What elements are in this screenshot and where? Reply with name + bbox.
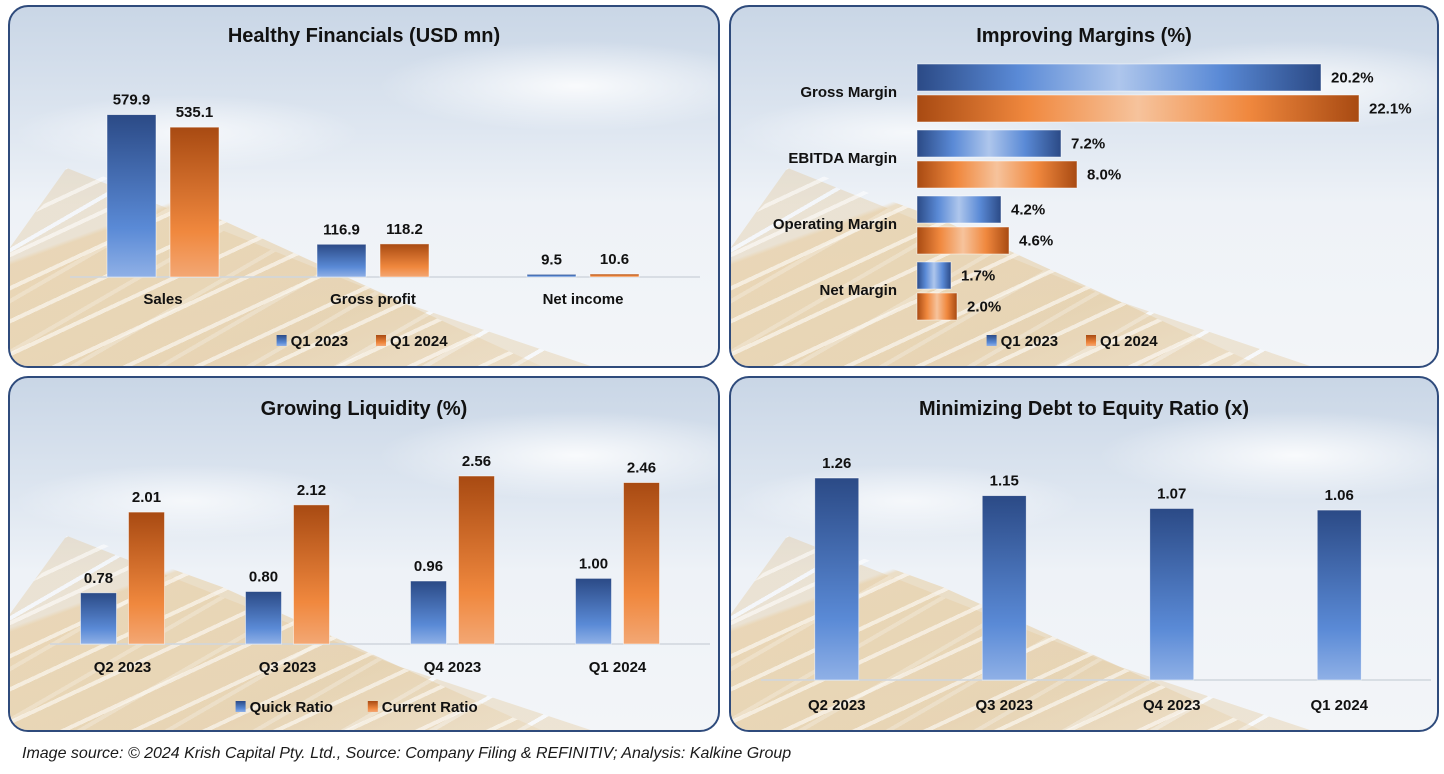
bar-current-ratio-q3-2023 [293,504,330,645]
bar-quick-ratio-q3-2023 [245,591,282,645]
data-label-q1-2024-ebitda-margin: 8.0% [1087,167,1121,184]
bar-q1-2023-net-margin [916,261,952,290]
chart-growing-liquidity: Growing Liquidity (%) Q2 2023 0.78 2.01 Q3 2… [50,398,710,716]
data-label-q1-2024-gross-profit: 118.2 [386,221,423,238]
bar-q1-2024-net-margin [916,292,958,321]
bar-debt-to-equity-q4-2023 [1149,508,1195,681]
x-tick-label-q2-2023: Q2 2023 [94,659,152,676]
x-tick-label-q2-2023: Q2 2023 [808,697,866,714]
y-tick-label-operating-margin: Operating Margin [773,216,897,233]
data-label-debt-to-equity-q1-2024: 1.06 [1325,487,1354,504]
legend-swatch-q1-2024 [376,335,386,346]
data-label-current-ratio-q3-2023: 2.12 [297,482,326,499]
bar-q1-2023-sales [106,114,157,278]
data-label-q1-2023-net-income: 9.5 [541,251,562,268]
chart-healthy-financials: Healthy Financials (USD mn) Sales 579.9 535… [70,25,700,350]
chart-title: Healthy Financials (USD mn) [228,25,500,47]
bar-q1-2023-ebitda-margin [916,129,1062,158]
bar-q1-2023-gross-profit [316,243,367,278]
data-label-q1-2023-ebitda-margin: 7.2% [1071,136,1105,153]
legend-label-current-ratio: Current Ratio [382,699,478,716]
bar-debt-to-equity-q3-2023 [981,495,1027,681]
data-label-quick-ratio-q1-2024: 1.00 [579,555,608,572]
bar-current-ratio-q2-2023 [128,511,165,645]
data-label-q1-2023-net-margin: 1.7% [961,268,995,285]
chart-debt-to-equity: Minimizing Debt to Equity Ratio (x) Q2 20… [761,398,1431,714]
panel-debt-to-equity: Minimizing Debt to Equity Ratio (x) Q2 20… [729,376,1439,732]
legend-swatch-q1-2024 [1086,335,1096,346]
bar-current-ratio-q1-2024 [623,482,660,645]
x-tick-label-sales: Sales [143,291,182,308]
data-label-q1-2024-net-income: 10.6 [600,251,629,268]
bar-q1-2023-net-income [526,273,577,278]
data-label-q1-2023-sales: 579.9 [113,92,151,109]
legend-label-q1-2023: Q1 2023 [1001,333,1059,350]
chart-title: Minimizing Debt to Equity Ratio (x) [919,398,1249,420]
panel-growing-liquidity: Growing Liquidity (%) Q2 2023 0.78 2.01 Q3 2… [8,376,720,732]
x-tick-label-net-income: Net income [543,291,624,308]
x-tick-label-q1-2024: Q1 2024 [1310,697,1368,714]
data-label-q1-2024-net-margin: 2.0% [967,299,1001,316]
bar-q1-2024-gross-profit [379,243,430,278]
bar-debt-to-equity-q2-2023 [814,477,860,681]
x-tick-label-q4-2023: Q4 2023 [424,659,482,676]
data-label-quick-ratio-q3-2023: 0.80 [249,569,278,586]
data-label-quick-ratio-q4-2023: 0.96 [414,558,443,575]
legend-swatch-q1-2023 [276,335,287,346]
source-footnote: Image source: © 2024 Krish Capital Pty. … [22,745,792,762]
chart-improving-margins: Improving Margins (%) Gross Margin 20.2% 22… [773,25,1412,350]
bar-q1-2023-operating-margin [916,195,1002,224]
data-label-debt-to-equity-q2-2023: 1.26 [822,455,851,472]
data-label-debt-to-equity-q4-2023: 1.07 [1157,485,1186,502]
x-tick-label-q1-2024: Q1 2024 [589,659,647,676]
x-tick-label-q4-2023: Q4 2023 [1143,697,1201,714]
bar-debt-to-equity-q1-2024 [1316,509,1362,681]
chart-title: Improving Margins (%) [976,25,1192,47]
panel-healthy-financials: Healthy Financials (USD mn) Sales 579.9 535… [8,5,720,368]
legend-swatch-quick-ratio [235,701,246,712]
bar-q1-2024-ebitda-margin [916,160,1078,189]
legend-label-quick-ratio: Quick Ratio [250,699,333,716]
data-label-current-ratio-q1-2024: 2.46 [627,460,656,477]
bar-quick-ratio-q4-2023 [410,580,447,645]
bar-quick-ratio-q1-2024 [575,577,612,645]
chart-title: Growing Liquidity (%) [261,398,468,420]
bar-quick-ratio-q2-2023 [80,592,117,645]
bar-q1-2024-gross-margin [916,94,1360,123]
x-tick-label-q3-2023: Q3 2023 [259,659,317,676]
legend-label-q1-2024: Q1 2024 [390,333,448,350]
x-tick-label-gross-profit: Gross profit [330,291,416,308]
data-label-q1-2024-sales: 535.1 [176,104,214,121]
data-label-current-ratio-q2-2023: 2.01 [132,489,161,506]
y-tick-label-gross-margin: Gross Margin [800,84,897,101]
legend-swatch-current-ratio [367,701,378,712]
legend-label-q1-2024: Q1 2024 [1100,333,1158,350]
bar-q1-2024-operating-margin [916,226,1010,255]
data-label-q1-2023-operating-margin: 4.2% [1011,202,1045,219]
panel-improving-margins: Improving Margins (%) Gross Margin 20.2% 22… [729,5,1439,368]
bar-q1-2023-gross-margin [916,63,1322,92]
data-label-q1-2024-gross-margin: 22.1% [1369,101,1412,118]
y-tick-label-net-margin: Net Margin [819,282,897,299]
data-label-q1-2024-operating-margin: 4.6% [1019,233,1053,250]
data-label-current-ratio-q4-2023: 2.56 [462,453,491,470]
data-label-q1-2023-gross-margin: 20.2% [1331,70,1374,87]
bar-q1-2024-sales [169,126,220,278]
bar-q1-2024-net-income [589,273,640,278]
data-label-quick-ratio-q2-2023: 0.78 [84,570,113,587]
legend-label-q1-2023: Q1 2023 [291,333,349,350]
y-tick-label-ebitda-margin: EBITDA Margin [788,150,897,167]
bar-current-ratio-q4-2023 [458,475,495,645]
x-tick-label-q3-2023: Q3 2023 [975,697,1033,714]
legend-swatch-q1-2023 [986,335,997,346]
data-label-q1-2023-gross-profit: 116.9 [323,221,360,238]
data-label-debt-to-equity-q3-2023: 1.15 [990,473,1019,490]
